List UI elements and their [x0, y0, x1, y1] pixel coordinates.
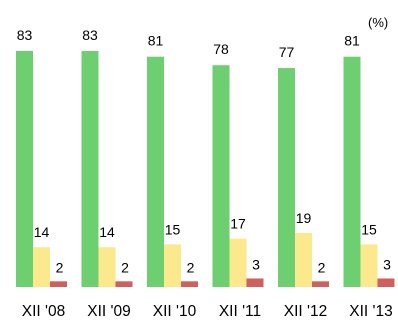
value-label-s1-5: 15	[361, 221, 377, 237]
bar-s1-2	[164, 244, 181, 287]
value-label-s0-3: 78	[213, 41, 229, 57]
unit-label: (%)	[368, 15, 389, 30]
value-label-s2-2: 2	[187, 259, 195, 275]
bar-s2-5	[377, 278, 395, 287]
bar-s2-1	[115, 281, 133, 287]
bar-s0-2	[147, 56, 164, 287]
value-label-s1-3: 17	[230, 216, 246, 232]
bar-s2-2	[181, 281, 198, 287]
bar-s0-0	[16, 51, 33, 287]
category-label-3: XII '11	[219, 303, 261, 320]
bar-s2-0	[50, 281, 67, 287]
bar-s2-3	[246, 278, 264, 287]
bar-s1-5	[360, 244, 378, 287]
value-label-s0-4: 77	[279, 44, 295, 60]
value-label-s0-1: 83	[82, 27, 98, 43]
value-label-s0-2: 81	[148, 33, 164, 49]
value-label-s2-3: 3	[252, 256, 260, 272]
value-label-s2-1: 2	[121, 259, 129, 275]
value-label-s1-2: 15	[165, 221, 181, 237]
bar-s0-3	[212, 65, 230, 288]
value-label-s1-4: 19	[296, 210, 312, 226]
bar-s0-1	[81, 51, 99, 287]
value-label-s1-0: 14	[34, 224, 50, 240]
bar-s1-1	[98, 247, 116, 287]
value-label-s2-4: 2	[318, 259, 326, 275]
value-label-s1-1: 14	[99, 224, 115, 240]
bar-s1-0	[33, 247, 50, 287]
category-label-5: XII '13	[349, 303, 392, 320]
bar-s1-3	[229, 238, 247, 287]
value-label-s0-0: 83	[17, 27, 33, 43]
bar-s2-4	[312, 281, 329, 287]
bar-s0-4	[278, 68, 295, 287]
value-label-s2-5: 3	[383, 256, 391, 272]
category-label-2: XII '10	[153, 303, 197, 320]
bar-s1-4	[295, 232, 312, 287]
value-label-s0-5: 81	[344, 33, 360, 49]
category-label-0: XII '08	[22, 303, 65, 320]
value-label-s2-0: 2	[56, 259, 64, 275]
category-label-1: XII '09	[87, 303, 130, 320]
category-label-4: XII '12	[284, 303, 327, 320]
bar-s0-5	[343, 56, 361, 287]
